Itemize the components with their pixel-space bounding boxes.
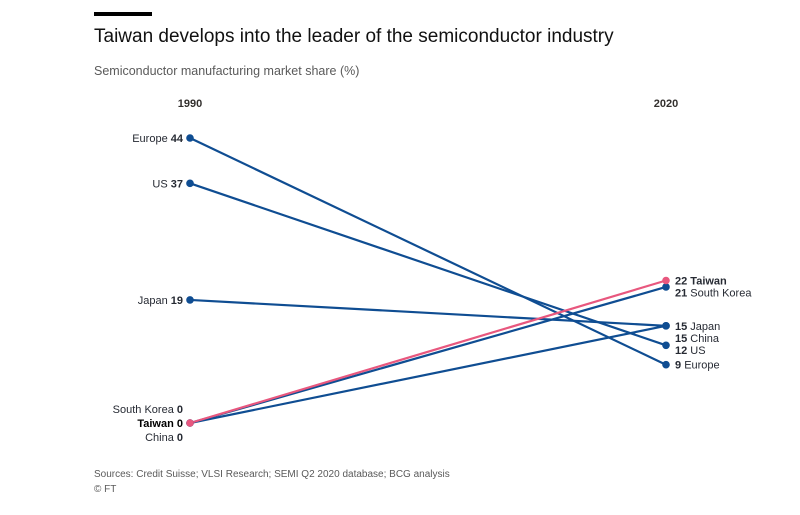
point-start-us (186, 179, 194, 188)
point-start-europe (186, 134, 194, 142)
start-label-europe: Europe 44 (132, 133, 184, 145)
point-start-taiwan (186, 419, 194, 427)
end-label-japan: 15 Japan (675, 321, 720, 333)
year-label-1990: 1990 (178, 98, 202, 110)
source-note: Sources: Credit Suisse; VLSI Research; S… (94, 469, 450, 480)
point-end-china (662, 322, 670, 330)
start-label-taiwan: Taiwan 0 (137, 418, 183, 430)
chart-title: Taiwan develops into the leader of the s… (94, 26, 614, 47)
end-label-us: 12 US (675, 345, 706, 357)
year-label-2020: 2020 (654, 98, 678, 110)
point-start-japan (186, 296, 194, 304)
series-line-china (188, 324, 668, 425)
end-label-south-korea: 21 South Korea (675, 288, 752, 300)
point-end-us (662, 341, 670, 350)
start-label-japan: Japan 19 (138, 295, 183, 307)
chart-subtitle: Semiconductor manufacturing market share… (94, 64, 360, 78)
point-end-taiwan (662, 276, 670, 285)
series-line-us (188, 182, 668, 347)
end-label-europe: 9 Europe (675, 360, 720, 372)
start-label-china: China 0 (145, 432, 183, 444)
series-line-japan (188, 298, 668, 327)
start-label-south-korea: South Korea 0 (113, 404, 183, 416)
series-line-europe (188, 136, 668, 366)
series-line-taiwan (188, 279, 668, 425)
point-end-europe (662, 360, 670, 369)
start-label-us: US 37 (152, 178, 183, 190)
top-rule (94, 12, 152, 16)
end-label-taiwan: 22 Taiwan (675, 276, 727, 288)
end-label-china: 15 China (675, 333, 720, 345)
point-end-south-korea (662, 283, 670, 291)
copyright-credit: © FT (94, 484, 117, 495)
